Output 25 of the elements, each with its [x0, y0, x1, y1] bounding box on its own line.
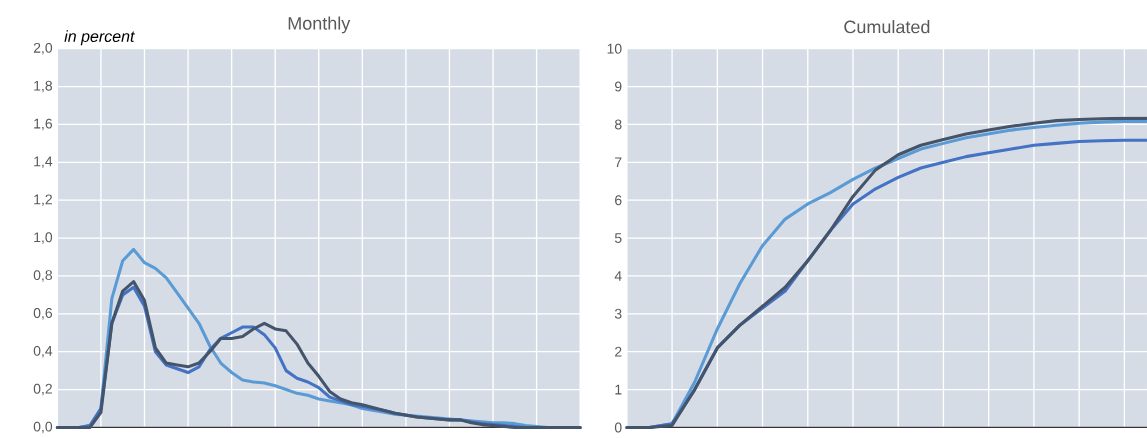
y-tick-label: 0,2 [33, 383, 52, 396]
y-tick-label: 1,0 [34, 232, 53, 244]
y-tick-label: 3 [614, 308, 622, 319]
y-tick-label: 0 [614, 422, 622, 433]
y-tick-label: 7 [615, 157, 622, 168]
y-tick-label: 2,0 [33, 42, 53, 55]
y-tick-label: 8 [614, 119, 622, 130]
y-tick-label: 10 [607, 43, 622, 54]
y-tick-label: 1,6 [34, 118, 53, 131]
chart-title: Monthly [288, 16, 351, 34]
y-tick-label: 0,8 [33, 270, 53, 282]
y-tick-label: 6 [615, 195, 622, 206]
y-tick-label: 1,8 [34, 80, 53, 93]
text: in percent [64, 30, 135, 46]
y-tick-label: 5 [614, 233, 622, 243]
y-tick-label: 0,4 [33, 345, 53, 358]
y-tick-label: 4 [614, 271, 622, 281]
chart-title: Cumulated [844, 20, 930, 34]
y-tick-label: 1 [615, 384, 622, 395]
y-tick-label: 9 [615, 81, 622, 92]
y-tick-label: 1,2 [34, 194, 52, 206]
y-tick-label: 0,0 [33, 421, 53, 434]
y-tick-label: 2 [615, 346, 622, 357]
y-tick-label: 1,4 [34, 156, 53, 168]
y-tick-label: 0,6 [33, 307, 53, 320]
